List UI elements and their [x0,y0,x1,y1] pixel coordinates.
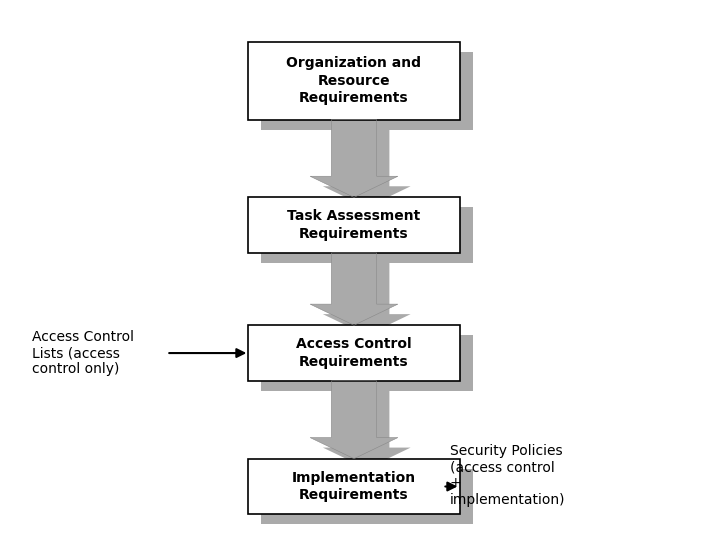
Text: Access Control
Lists (access
control only): Access Control Lists (access control onl… [32,330,134,376]
Bar [248,325,460,381]
Text: Task Assessment
Requirements: Task Assessment Requirements [287,209,421,241]
Bar [248,42,460,120]
Bar [261,52,473,130]
Polygon shape [323,130,411,207]
Polygon shape [310,381,398,459]
Polygon shape [323,391,411,469]
Polygon shape [310,120,398,197]
Text: Security Policies
(access control
+
implementation): Security Policies (access control + impl… [450,444,565,507]
Bar [261,335,473,391]
Bar [248,459,460,514]
Polygon shape [310,253,398,325]
Bar [261,469,473,524]
Bar [248,197,460,253]
Text: Organization and
Resource
Requirements: Organization and Resource Requirements [287,56,421,106]
Text: Implementation
Requirements: Implementation Requirements [292,470,416,503]
Polygon shape [323,263,411,335]
Text: Access Control
Requirements: Access Control Requirements [296,337,412,369]
Bar [261,207,473,263]
